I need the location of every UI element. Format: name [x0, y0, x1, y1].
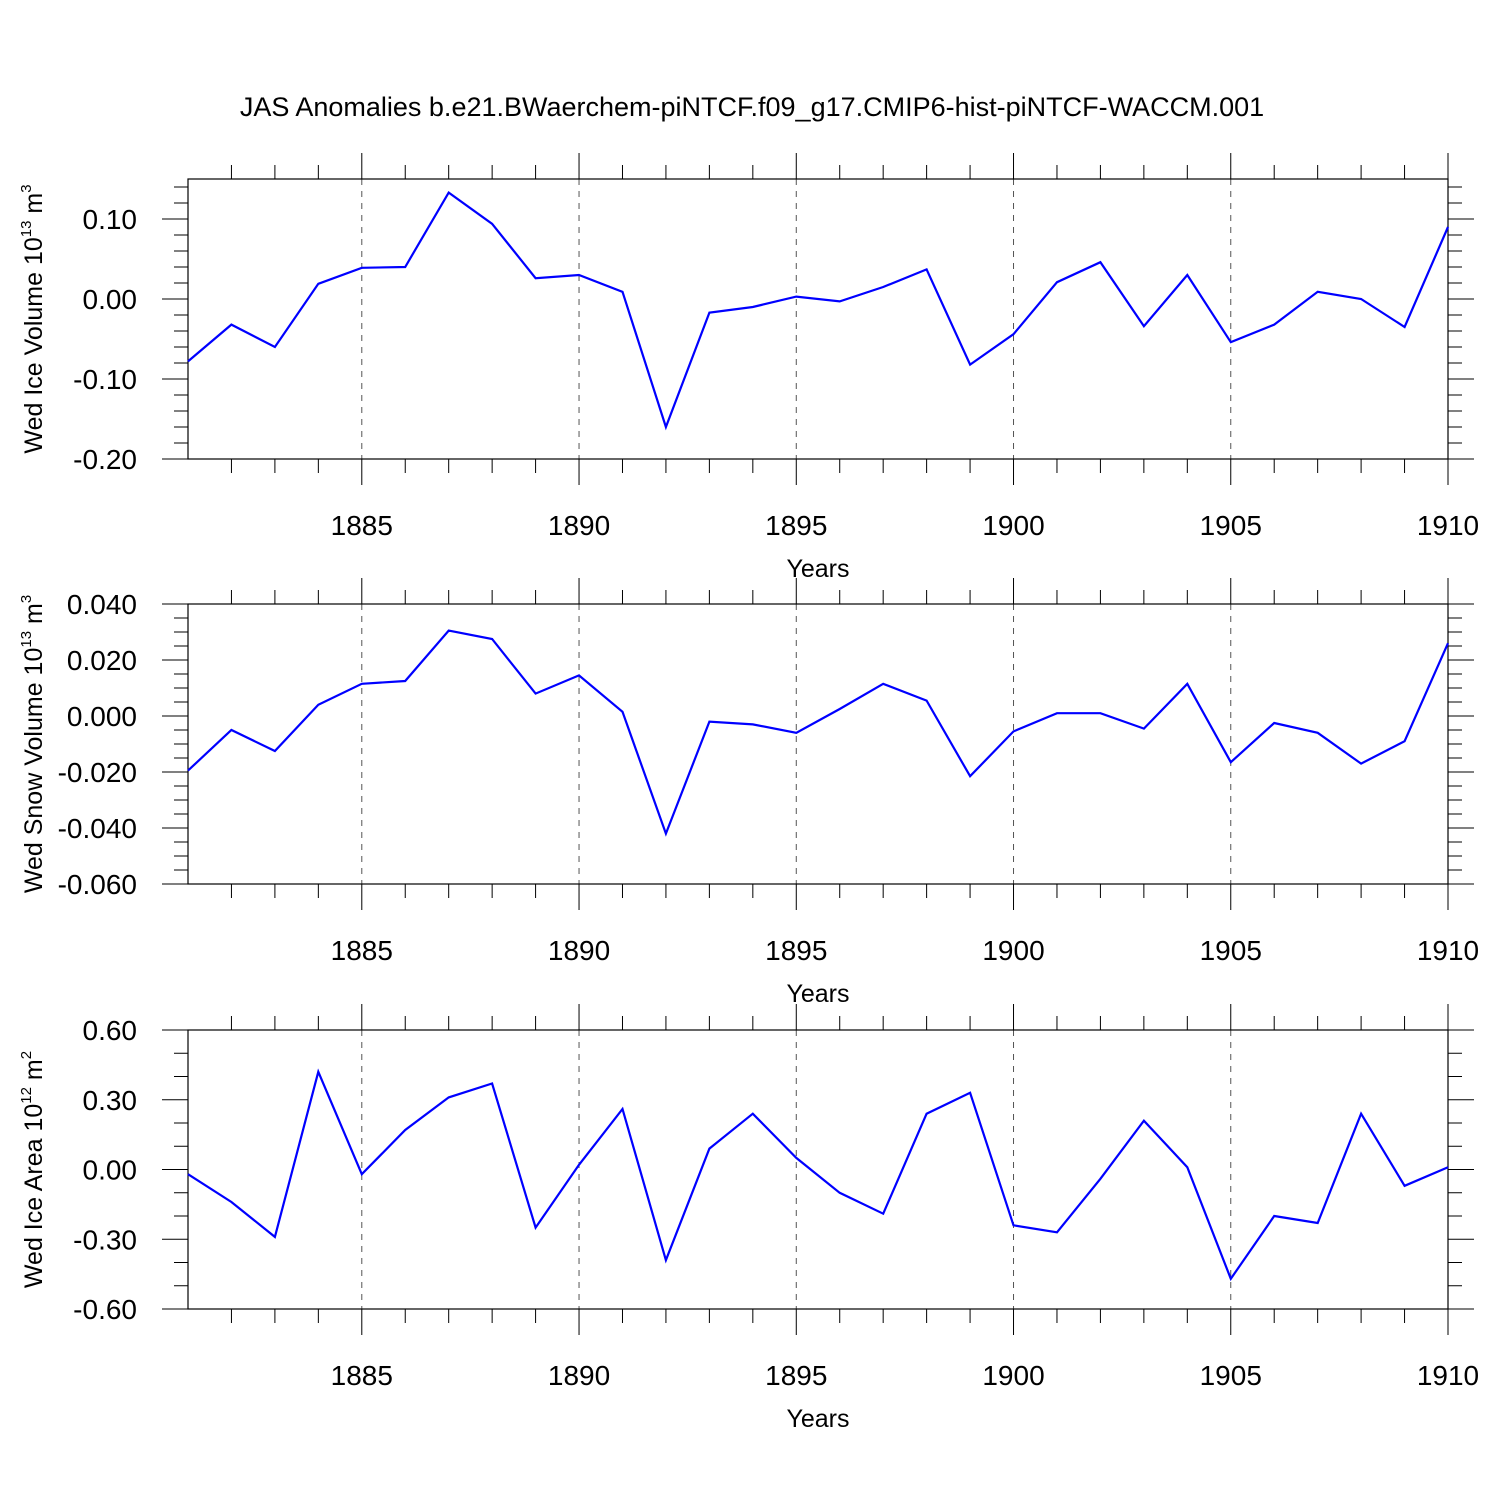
y-tick-label--0.020: -0.020 [58, 757, 137, 788]
y-tick-label--0.30: -0.30 [73, 1224, 137, 1255]
x-axis-title: Years [786, 980, 849, 1008]
y-tick-label-0.00: 0.00 [83, 284, 138, 315]
y-tick-label--0.60: -0.60 [73, 1294, 137, 1325]
y-tick-label--0.040: -0.040 [58, 813, 137, 844]
series-line-1 [187, 629, 1450, 837]
y-tick-label-0.30: 0.30 [83, 1085, 138, 1116]
y-tick-label-0.60: 0.60 [83, 1015, 138, 1046]
x-tick-label-1895: 1895 [765, 935, 827, 966]
x-tick-label-1895: 1895 [765, 1360, 827, 1391]
figure-title: JAS Anomalies b.e21.BWaerchem-piNTCF.f09… [240, 92, 1264, 122]
x-axis-title: Years [786, 555, 849, 583]
x-tick-label-1905: 1905 [1200, 510, 1262, 541]
plot-frame [187, 603, 1449, 885]
series-line-1 [187, 1068, 1449, 1282]
y-axis-title: Wed Snow Volume 1013 m3 [18, 595, 48, 893]
y-tick-label--0.10: -0.10 [73, 364, 137, 395]
y-axis-title: Wed Ice Volume 1013 m3 [18, 184, 48, 453]
y-tick-label-0.020: 0.020 [67, 645, 137, 676]
panel-3: 1885 1890 1895 1900 1905 1910 -0.60 -0.30 0.00 0.… [18, 1004, 1479, 1433]
x-tick-label-1910: 1910 [1417, 510, 1479, 541]
x-tick-label-1900: 1900 [982, 935, 1044, 966]
y-tick-label--0.060: -0.060 [58, 869, 137, 900]
series-line-1 [187, 191, 1450, 431]
y-tick-label--0.20: -0.20 [73, 444, 137, 475]
x-tick-label-1895: 1895 [765, 510, 827, 541]
y-tick-label-0.000: 0.000 [67, 701, 137, 732]
x-tick-label-1905: 1905 [1200, 935, 1262, 966]
x-tick-label-1890: 1890 [548, 935, 610, 966]
x-tick-label-1900: 1900 [982, 510, 1044, 541]
y-tick-label-0.00: 0.00 [83, 1155, 138, 1186]
x-tick-label-1890: 1890 [548, 510, 610, 541]
y-tick-label-0.040: 0.040 [67, 589, 137, 620]
x-tick-label-1885: 1885 [331, 510, 393, 541]
x-tick-label-1890: 1890 [548, 1360, 610, 1391]
panels: 1885 1890 1895 1900 1905 1910 -0.20 -0.10 0.00 0.… [18, 153, 1479, 1433]
plot-frame [187, 178, 1449, 460]
x-tick-label-1900: 1900 [982, 1360, 1044, 1391]
x-tick-label-1885: 1885 [331, 935, 393, 966]
y-tick-label-0.10: 0.10 [83, 204, 138, 235]
x-tick-label-1910: 1910 [1417, 1360, 1479, 1391]
x-tick-label-1905: 1905 [1200, 1360, 1262, 1391]
plot-frame [187, 1029, 1449, 1310]
x-tick-label-1885: 1885 [331, 1360, 393, 1391]
x-tick-label-1910: 1910 [1417, 935, 1479, 966]
panel-2: 1885 1890 1895 1900 1905 1910 -0.060 -0.040 -0.0… [18, 578, 1479, 1008]
x-axis-title: Years [786, 1405, 849, 1433]
y-axis-title: Wed Ice Area 1012 m2 [18, 1051, 48, 1288]
panel-1: 1885 1890 1895 1900 1905 1910 -0.20 -0.10 0.00 0.… [18, 153, 1479, 583]
